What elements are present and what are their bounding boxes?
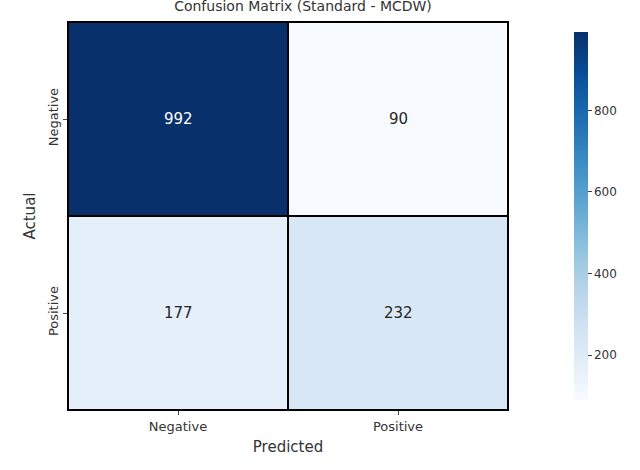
- svg-text:90: 90: [389, 110, 408, 128]
- svg-text:Actual: Actual: [21, 193, 39, 240]
- svg-text:400: 400: [594, 267, 617, 281]
- svg-text:800: 800: [594, 104, 617, 118]
- svg-text:Predicted: Predicted: [253, 438, 323, 456]
- svg-text:200: 200: [594, 348, 617, 362]
- svg-text:Confusion Matrix (Standard - M: Confusion Matrix (Standard - MCDW): [174, 0, 432, 14]
- svg-text:992: 992: [164, 110, 193, 128]
- svg-text:Positive: Positive: [373, 419, 423, 434]
- svg-text:600: 600: [594, 185, 617, 199]
- svg-text:Negative: Negative: [46, 88, 61, 146]
- svg-text:232: 232: [384, 304, 413, 322]
- svg-text:Negative: Negative: [149, 419, 207, 434]
- svg-text:Positive: Positive: [46, 286, 61, 336]
- svg-text:177: 177: [164, 304, 193, 322]
